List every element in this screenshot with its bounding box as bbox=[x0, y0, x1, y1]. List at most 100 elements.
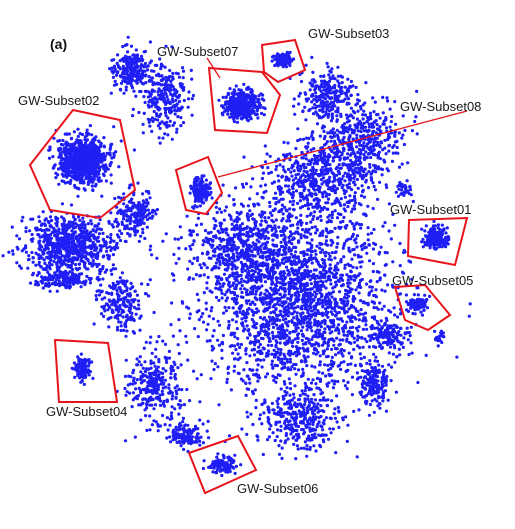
data-point bbox=[259, 248, 263, 252]
data-point bbox=[358, 168, 362, 172]
data-point bbox=[407, 259, 411, 263]
data-point bbox=[311, 174, 315, 178]
data-point bbox=[331, 74, 335, 78]
data-point bbox=[280, 304, 284, 308]
data-point bbox=[254, 297, 258, 301]
data-point bbox=[370, 122, 374, 126]
data-point bbox=[377, 252, 381, 256]
data-point bbox=[414, 115, 418, 119]
data-point bbox=[362, 195, 366, 199]
data-point bbox=[332, 134, 337, 138]
data-point bbox=[339, 212, 343, 217]
data-point bbox=[285, 386, 289, 390]
data-point bbox=[341, 146, 345, 150]
data-point bbox=[283, 357, 287, 361]
data-point bbox=[378, 145, 382, 149]
data-point bbox=[329, 243, 333, 247]
data-point bbox=[384, 183, 388, 187]
data-point bbox=[300, 282, 304, 286]
data-point bbox=[256, 339, 260, 343]
data-point bbox=[133, 68, 137, 72]
data-point bbox=[310, 261, 314, 265]
data-point bbox=[341, 338, 345, 342]
data-point bbox=[241, 295, 245, 299]
data-point bbox=[336, 317, 340, 321]
data-point bbox=[277, 313, 281, 317]
data-point bbox=[244, 393, 248, 397]
data-point bbox=[235, 327, 239, 331]
data-point bbox=[306, 248, 310, 252]
data-point bbox=[367, 122, 371, 126]
data-point bbox=[296, 305, 300, 309]
data-point bbox=[288, 353, 292, 357]
data-point bbox=[127, 65, 131, 69]
data-point bbox=[363, 337, 367, 341]
data-point bbox=[47, 156, 52, 160]
data-point bbox=[160, 78, 164, 83]
data-point bbox=[204, 307, 208, 311]
data-point bbox=[387, 149, 391, 153]
data-point bbox=[345, 337, 349, 341]
data-point bbox=[348, 326, 352, 330]
data-point bbox=[210, 306, 214, 310]
data-point bbox=[455, 355, 459, 359]
data-point bbox=[372, 148, 376, 152]
data-point bbox=[299, 272, 303, 276]
data-point bbox=[251, 340, 256, 344]
data-point bbox=[232, 344, 237, 348]
data-point bbox=[308, 107, 312, 111]
data-point bbox=[315, 244, 319, 248]
data-point bbox=[257, 345, 261, 349]
data-point bbox=[247, 271, 251, 275]
data-point bbox=[240, 427, 244, 431]
data-point bbox=[336, 279, 340, 283]
data-point bbox=[271, 325, 276, 329]
data-point bbox=[330, 116, 335, 120]
data-point bbox=[321, 124, 325, 128]
data-point bbox=[148, 40, 152, 44]
data-point bbox=[345, 387, 349, 391]
data-point bbox=[197, 318, 201, 322]
data-point bbox=[322, 74, 326, 78]
data-point bbox=[296, 279, 300, 283]
data-point bbox=[283, 308, 287, 312]
data-point bbox=[263, 160, 268, 164]
data-point bbox=[141, 82, 146, 86]
data-point bbox=[281, 314, 285, 319]
data-point bbox=[306, 308, 310, 312]
data-point bbox=[360, 336, 364, 340]
data-point bbox=[248, 264, 252, 268]
data-point bbox=[362, 129, 366, 133]
data-point bbox=[247, 253, 251, 257]
data-point bbox=[220, 252, 224, 256]
data-point bbox=[302, 188, 306, 193]
data-point bbox=[318, 360, 322, 364]
data-point bbox=[277, 187, 281, 191]
data-point bbox=[148, 92, 152, 96]
data-point bbox=[325, 155, 329, 159]
data-point bbox=[317, 190, 321, 194]
data-point bbox=[415, 132, 419, 136]
data-point bbox=[291, 344, 295, 348]
data-point bbox=[290, 340, 295, 344]
data-point bbox=[109, 91, 113, 95]
data-point bbox=[390, 114, 394, 119]
data-point bbox=[254, 278, 258, 282]
data-point bbox=[378, 301, 382, 305]
data-point bbox=[327, 269, 331, 273]
data-point bbox=[369, 117, 373, 121]
data-point bbox=[397, 131, 401, 135]
data-point bbox=[285, 219, 289, 223]
data-point bbox=[334, 283, 338, 287]
data-point bbox=[321, 352, 325, 356]
data-point bbox=[313, 318, 317, 322]
data-point bbox=[356, 255, 361, 259]
data-point bbox=[262, 358, 266, 362]
data-point bbox=[390, 159, 394, 163]
data-point bbox=[367, 243, 371, 247]
data-point bbox=[238, 211, 243, 215]
data-point bbox=[112, 83, 117, 87]
data-point bbox=[335, 336, 339, 340]
data-point bbox=[328, 254, 332, 258]
data-point bbox=[232, 291, 237, 295]
